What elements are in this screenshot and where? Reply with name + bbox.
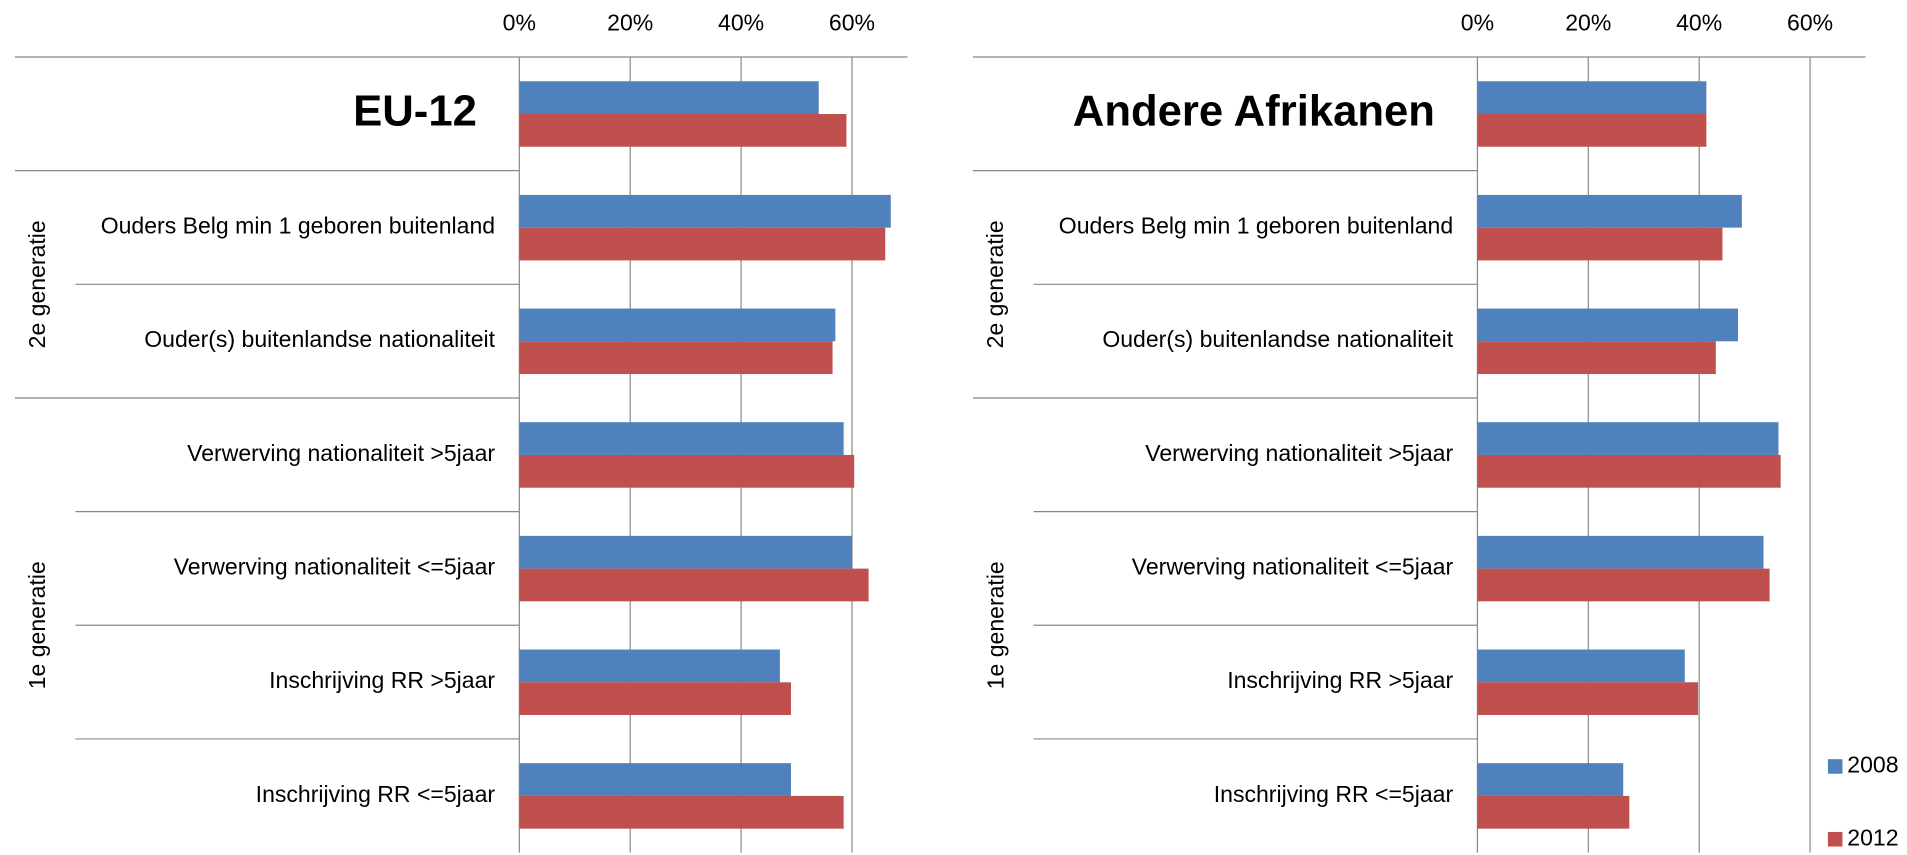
x-tick-label: 40% [718,9,764,35]
bar [519,535,852,569]
group-label: 2e generatie [982,220,1008,348]
group-title: EU-12 [353,86,477,135]
x-tick-label: 60% [829,9,875,35]
y-tick-label: Ouders Belg min 1 geboren buitenland [101,213,495,239]
y-tick-label: Ouder(s) buitenlandse nationaliteit [1102,326,1453,352]
bar [519,682,791,716]
y-tick-label: Ouder(s) buitenlandse nationaliteit [144,326,495,352]
bar [519,454,855,488]
y-tick-label: Inschrijving RR >5jaar [269,667,495,693]
bar [1477,454,1781,488]
bar [519,194,891,228]
bar [519,795,844,829]
bar [1477,682,1699,716]
bar [1477,81,1707,114]
y-tick-label: Verwerving nationaliteit >5jaar [1145,440,1453,466]
bar [519,422,844,455]
bar [519,568,869,602]
y-tick-label: Inschrijving RR <=5jaar [256,781,496,807]
bar [1477,227,1723,261]
bar [1477,194,1742,228]
bar [1477,422,1779,455]
x-tick-label: 0% [1461,9,1494,35]
legend-label: 2012 [1847,824,1898,850]
bar [519,308,836,342]
bar [1477,308,1738,342]
bar [519,649,780,683]
bar [519,763,791,796]
x-tick-label: 0% [503,9,536,35]
bar [1477,341,1716,375]
bar [1477,568,1770,602]
y-tick-label: Ouders Belg min 1 geboren buitenland [1059,213,1453,239]
y-tick-label: Inschrijving RR <=5jaar [1214,781,1454,807]
bar [519,114,847,147]
x-tick-label: 60% [1787,9,1833,35]
group-label: 2e generatie [24,220,50,348]
bar [1477,649,1685,683]
x-tick-label: 20% [1565,9,1611,35]
y-tick-label: Inschrijving RR >5jaar [1227,667,1453,693]
y-tick-label: Verwerving nationaliteit <=5jaar [1132,554,1454,580]
group-label: 1e generatie [982,561,1008,689]
bar [1477,795,1630,829]
bar [519,227,886,261]
bar [1477,114,1707,147]
legend-swatch [1827,759,1843,774]
x-tick-label: 20% [607,9,653,35]
legend-swatch [1827,831,1843,847]
x-tick-label: 40% [1676,9,1722,35]
legend-label: 2008 [1847,752,1898,778]
y-tick-label: Verwerving nationaliteit >5jaar [187,440,495,466]
bar [519,341,833,375]
group-label: 1e generatie [24,561,50,689]
group-title: Andere Afrikanen [1073,86,1435,135]
bar [519,81,819,114]
y-tick-label: Verwerving nationaliteit <=5jaar [174,554,496,580]
bar [1477,763,1624,796]
bar [1477,535,1764,569]
